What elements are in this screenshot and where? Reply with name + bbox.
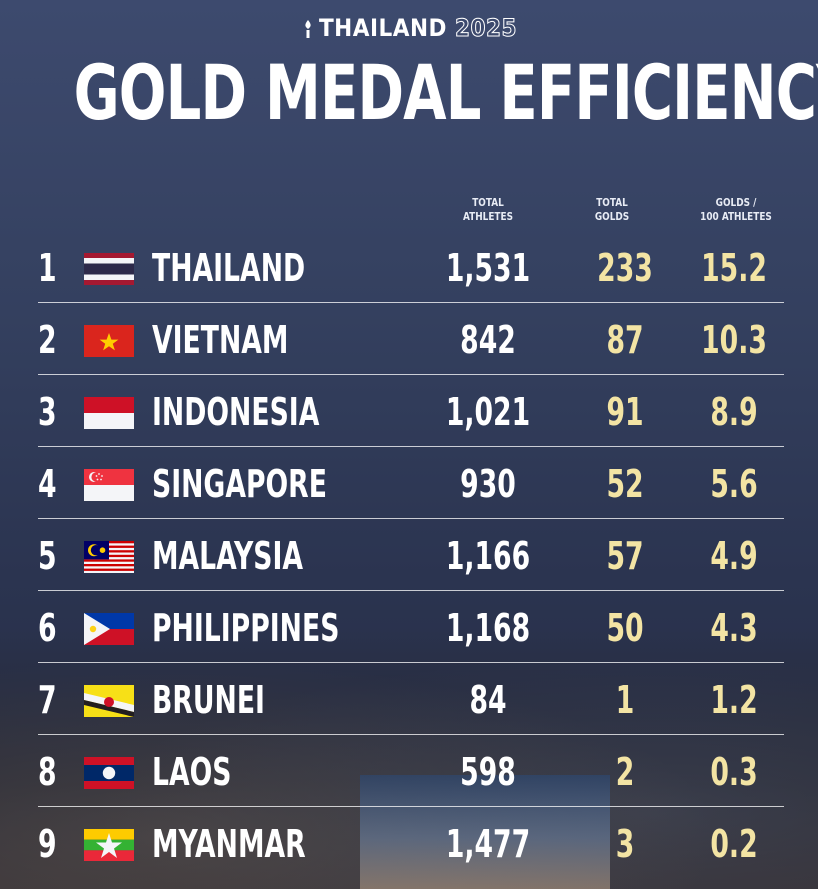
golds-per-100-cell: 5.6	[710, 462, 758, 506]
row-divider	[38, 518, 784, 519]
header-golds-per-100-line2: 100 ATHLETES	[700, 210, 772, 223]
rank-cell: 3	[38, 390, 57, 434]
table-row: 5 MALAYSIA 1,166 57 4.9	[38, 524, 784, 596]
brand-name: THAILAND	[318, 14, 447, 42]
total-athletes-cell: 1,166	[445, 534, 531, 578]
row-divider	[38, 590, 784, 591]
rank-cell: 6	[38, 606, 57, 650]
header-golds-per-100: GOLDS / 100 ATHLETES	[686, 196, 787, 224]
torch-icon	[305, 20, 311, 38]
total-golds-cell: 233	[597, 246, 653, 290]
table-row: 4 SINGAPORE 930 52 5.6	[38, 452, 784, 524]
header-total-golds: TOTAL GOLDS	[576, 196, 648, 224]
total-golds-cell: 2	[615, 750, 635, 794]
total-golds-cell: 50	[606, 606, 644, 650]
table-row: 2 VIETNAM 842 87 10.3	[38, 308, 784, 380]
row-divider	[38, 374, 784, 375]
table-row: 1 THAILAND 1,531 233 15.2	[38, 236, 784, 308]
event-brand: THAILAND 2025	[0, 14, 818, 43]
header-total-golds-line2: GOLDS	[594, 210, 630, 223]
malaysia-flag-icon	[84, 541, 134, 573]
header-total-athletes-line1: TOTAL	[472, 196, 504, 209]
rank-cell: 4	[38, 462, 57, 506]
table-row: 9 MYANMAR 1,477 3 0.2	[38, 812, 784, 884]
golds-per-100-cell: 0.3	[710, 750, 758, 794]
row-divider	[38, 446, 784, 447]
vietnam-flag-icon	[84, 325, 134, 357]
table-row: 7 BRUNEI 84 1 1.2	[38, 668, 784, 740]
country-name: MALAYSIA	[152, 534, 304, 578]
table-row: 3 INDONESIA 1,021 91 8.9	[38, 380, 784, 452]
country-name: MYANMAR	[152, 822, 306, 866]
total-athletes-cell: 84	[469, 678, 507, 722]
brand-year: 2025	[454, 14, 518, 43]
rank-cell: 2	[38, 318, 57, 362]
total-athletes-cell: 1,021	[445, 390, 531, 434]
myanmar-flag-icon	[84, 829, 134, 861]
total-golds-cell: 3	[615, 822, 635, 866]
row-divider	[38, 734, 784, 735]
country-name: INDONESIA	[152, 390, 320, 434]
laos-flag-icon	[84, 757, 134, 789]
indonesia-flag-icon	[84, 397, 134, 429]
country-name: SINGAPORE	[152, 462, 327, 506]
row-divider	[38, 302, 784, 303]
country-name: LAOS	[152, 750, 232, 794]
total-athletes-cell: 1,168	[445, 606, 531, 650]
rank-cell: 5	[38, 534, 57, 578]
header-total-athletes: TOTAL ATHLETES	[452, 196, 524, 224]
total-athletes-cell: 598	[460, 750, 516, 794]
rank-cell: 9	[38, 822, 57, 866]
country-name: VIETNAM	[152, 318, 289, 362]
country-name: BRUNEI	[152, 678, 265, 722]
golds-per-100-cell: 4.3	[710, 606, 758, 650]
row-divider	[38, 806, 784, 807]
philippines-flag-icon	[84, 613, 134, 645]
total-golds-cell: 87	[606, 318, 644, 362]
row-divider	[38, 662, 784, 663]
total-athletes-cell: 1,531	[445, 246, 531, 290]
singapore-flag-icon	[84, 469, 134, 501]
golds-per-100-cell: 10.3	[701, 318, 767, 362]
thailand-flag-icon	[84, 253, 134, 285]
total-athletes-cell: 1,477	[445, 822, 531, 866]
page-title: GOLD MEDAL EFFICIENCY	[73, 48, 818, 137]
total-golds-cell: 91	[606, 390, 644, 434]
header-total-athletes-line2: ATHLETES	[462, 210, 514, 223]
background-court	[360, 775, 610, 889]
header-total-golds-line1: TOTAL	[596, 196, 628, 209]
golds-per-100-cell: 4.9	[710, 534, 758, 578]
rank-cell: 7	[38, 678, 57, 722]
total-athletes-cell: 842	[460, 318, 516, 362]
rank-cell: 8	[38, 750, 57, 794]
total-golds-cell: 57	[606, 534, 644, 578]
total-athletes-cell: 930	[460, 462, 516, 506]
total-golds-cell: 1	[615, 678, 635, 722]
rank-cell: 1	[38, 246, 57, 290]
golds-per-100-cell: 1.2	[710, 678, 758, 722]
total-golds-cell: 52	[606, 462, 644, 506]
table-row: 8 LAOS 598 2 0.3	[38, 740, 784, 812]
header-golds-per-100-line1: GOLDS /	[715, 196, 757, 209]
brunei-flag-icon	[84, 685, 134, 717]
golds-per-100-cell: 8.9	[710, 390, 758, 434]
golds-per-100-cell: 0.2	[710, 822, 758, 866]
country-name: PHILIPPINES	[152, 606, 340, 650]
table-row: 6 PHILIPPINES 1,168 50 4.3	[38, 596, 784, 668]
country-name: THAILAND	[152, 246, 306, 290]
golds-per-100-cell: 15.2	[701, 246, 767, 290]
